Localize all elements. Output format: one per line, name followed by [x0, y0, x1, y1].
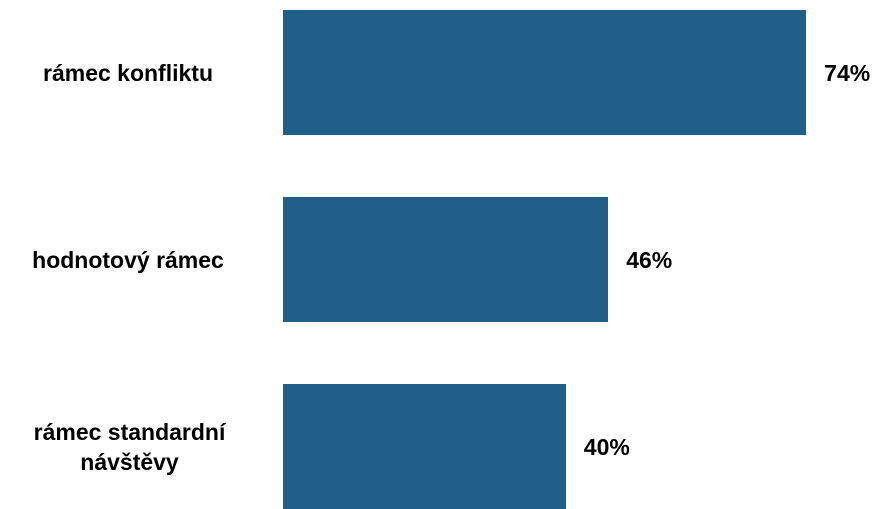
bar: [283, 197, 609, 322]
category-label: hodnotový rámec: [32, 246, 224, 273]
bar: [283, 384, 566, 509]
bar: [283, 10, 807, 135]
category-label: rámec standardní návštěvy: [33, 418, 226, 475]
category-label: rámec konfliktu: [43, 59, 213, 86]
value-label: 46%: [626, 246, 673, 273]
value-label: 74%: [824, 59, 871, 86]
value-label: 40%: [583, 433, 630, 460]
